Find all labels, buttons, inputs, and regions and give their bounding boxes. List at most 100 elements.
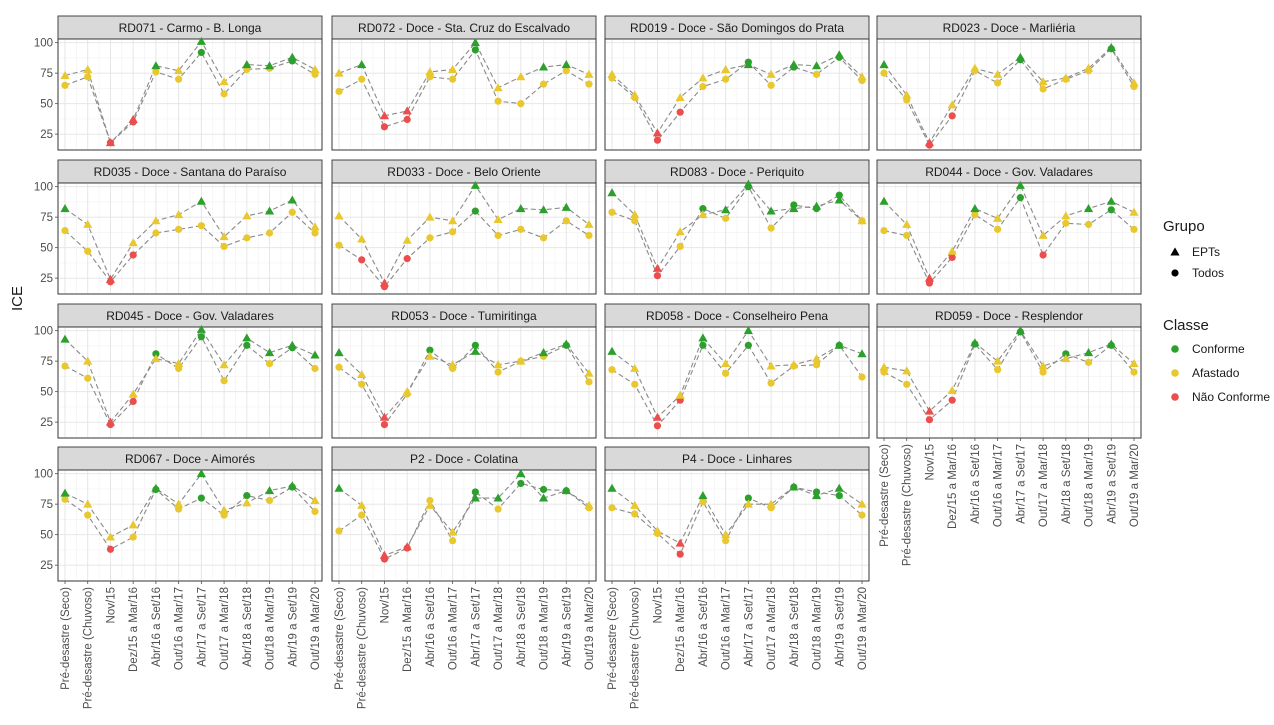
point-epts <box>857 349 867 358</box>
point-todos <box>380 123 389 131</box>
point-epts <box>287 481 297 490</box>
point-todos <box>220 242 228 251</box>
point-epts <box>219 505 229 514</box>
panel-border <box>57 326 323 439</box>
point-epts <box>105 417 116 426</box>
series-line-epts <box>338 184 590 285</box>
panel: P4 - Doce - Linhares Pré-desastre (Seco) P… <box>604 446 870 709</box>
point-epts <box>561 202 571 211</box>
point-epts <box>993 69 1003 78</box>
series-line-epts <box>883 46 1135 144</box>
point-todos <box>335 87 343 96</box>
point-todos <box>812 70 821 78</box>
point-todos <box>608 504 616 512</box>
panel: RD058 - Doce - Conselheiro Pena <box>604 303 870 439</box>
x-tick-label: Out/18 a Mar/19 <box>265 587 277 670</box>
point-todos <box>1062 350 1070 358</box>
point-epts <box>219 77 229 86</box>
point-epts <box>174 358 184 368</box>
y-tick-label: 50 <box>40 99 53 111</box>
point-epts <box>287 195 297 204</box>
point-epts <box>630 500 640 509</box>
point-epts <box>448 360 458 369</box>
x-tick-label: Abr/17 a Set/17 <box>470 587 482 667</box>
point-epts <box>1038 361 1048 370</box>
x-tick-label: Out/16 a Mar/17 <box>174 587 186 670</box>
legend-key-color <box>1171 345 1179 353</box>
x-tick-label: Out/19 a Mar/20 <box>310 587 322 670</box>
x-tick-label: Out/19 a Mar/20 <box>1129 444 1141 527</box>
x-tick-label: Abr/16 a Set/16 <box>425 587 437 667</box>
point-epts <box>993 356 1003 365</box>
point-epts <box>425 212 435 221</box>
point-epts <box>242 333 252 342</box>
point-todos <box>197 333 205 341</box>
point-epts <box>607 69 617 78</box>
point-epts <box>1061 354 1071 363</box>
series-line-epts <box>883 184 1135 280</box>
y-tick-label: 50 <box>40 387 53 399</box>
series-line-epts <box>64 199 316 281</box>
y-tick-label: 100 <box>34 182 53 194</box>
panel-title: RD023 - Doce - Marliéria <box>943 21 1076 35</box>
x-tick-label: Out/18 a Mar/19 <box>812 587 824 670</box>
point-epts <box>924 273 935 282</box>
point-todos <box>1016 194 1024 202</box>
point-todos <box>265 229 274 237</box>
panel-title: RD045 - Doce - Gov. Valadares <box>106 309 274 323</box>
point-todos <box>608 208 616 216</box>
point-epts <box>1106 196 1116 205</box>
point-todos <box>358 380 366 388</box>
point-todos <box>311 229 319 237</box>
point-epts <box>902 366 912 375</box>
series-line-epts <box>883 329 1135 413</box>
x-tick-label: Out/17 a Mar/18 <box>766 587 778 670</box>
point-epts <box>287 340 297 349</box>
point-todos <box>471 207 479 215</box>
point-epts <box>516 204 526 213</box>
series-line-todos <box>64 486 316 551</box>
point-todos <box>699 82 707 91</box>
point-todos <box>61 226 69 235</box>
panel: P2 - Doce - Colatina Pré-desastre (Seco) P… <box>331 446 597 709</box>
point-todos <box>129 533 137 541</box>
point-epts <box>1038 77 1048 86</box>
point-todos <box>335 527 343 535</box>
point-epts <box>789 360 799 369</box>
point-todos <box>61 81 69 89</box>
point-todos <box>699 205 707 213</box>
panel-title: RD071 - Carmo - B. Longa <box>119 21 262 35</box>
point-todos <box>197 494 205 502</box>
point-epts <box>264 348 275 357</box>
panel: RD067 - Doce - Aimorés 25 50 75 100 Pré-desas… <box>34 446 323 709</box>
panel-border <box>604 326 870 439</box>
point-epts <box>448 527 458 536</box>
point-todos <box>288 208 296 216</box>
point-todos <box>722 369 730 377</box>
point-todos <box>1130 225 1138 233</box>
series-line-epts <box>338 343 590 419</box>
point-epts <box>425 500 435 509</box>
point-epts <box>83 219 93 228</box>
point-todos <box>676 108 684 116</box>
point-epts <box>811 354 822 363</box>
point-epts <box>60 70 70 80</box>
point-todos <box>358 75 366 83</box>
point-todos <box>1130 368 1138 376</box>
legend: Grupo EPTs Todos Classe Conforme Afastado Não … <box>1163 218 1270 404</box>
y-tick-label: 25 <box>40 273 53 285</box>
point-todos <box>925 416 934 424</box>
point-epts <box>242 498 252 507</box>
point-todos <box>903 380 911 388</box>
point-epts <box>561 60 571 69</box>
point-todos <box>994 225 1002 233</box>
point-todos <box>243 341 251 349</box>
point-epts <box>105 274 116 283</box>
series-line-epts <box>64 40 316 144</box>
point-epts <box>310 350 320 359</box>
point-epts <box>448 64 458 73</box>
series-line-epts <box>338 472 590 557</box>
point-epts <box>516 356 526 365</box>
point-epts <box>379 278 390 287</box>
legend-title-classe: Classe <box>1163 317 1209 334</box>
